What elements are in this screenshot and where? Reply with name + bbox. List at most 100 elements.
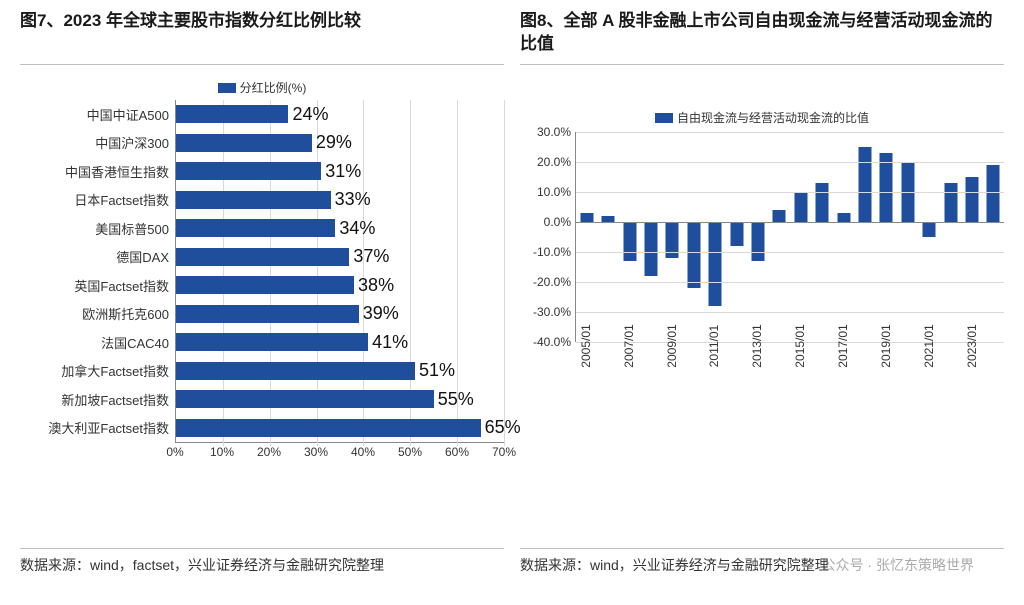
bar (176, 105, 288, 123)
bar-row: 38% (176, 271, 504, 300)
hbar-xaxis: 0%10%20%30%40%50%60%70% (175, 443, 504, 463)
bar (176, 191, 331, 209)
bar-value-label: 29% (316, 132, 352, 153)
bar (176, 362, 415, 380)
bar (176, 162, 321, 180)
bar-value-label: 38% (358, 275, 394, 296)
xaxis-tick: 2017/01 (836, 324, 850, 367)
bar-value-label: 51% (419, 360, 455, 381)
category-label: 德国DAX (20, 243, 175, 272)
legend-swatch-icon (218, 83, 236, 93)
col-plot-wrap: 30.0%20.0%10.0%0.0%-10.0%-20.0%-30.0%-40… (520, 132, 1004, 342)
bar-row: 39% (176, 300, 504, 329)
bar (176, 134, 312, 152)
left-legend-text: 分红比例(%) (240, 79, 307, 96)
xaxis-tick: 2009/01 (665, 324, 679, 367)
xaxis-tick: 2019/01 (879, 324, 893, 367)
category-label: 欧洲斯托克600 (20, 300, 175, 329)
bar-value-label: 39% (363, 303, 399, 324)
bar (176, 390, 434, 408)
bar (176, 248, 349, 266)
column-bar (751, 222, 764, 261)
xaxis-tick: 10% (210, 445, 234, 459)
bar-value-label: 41% (372, 332, 408, 353)
column-bar (644, 222, 657, 276)
legend-swatch-icon (655, 113, 673, 123)
grid-line (576, 132, 1004, 133)
bar-value-label: 55% (438, 389, 474, 410)
right-title-block: 图8、全部 A 股非金融上市公司自由现金流与经营活动现金流的比值 (520, 10, 1004, 58)
category-label: 法国CAC40 (20, 328, 175, 357)
yaxis-tick: -40.0% (533, 335, 571, 349)
grid-line (576, 282, 1004, 283)
hbar-category-labels: 中国中证A500中国沪深300中国香港恒生指数日本Factset指数美国标普50… (20, 100, 175, 443)
yaxis-tick: 0.0% (544, 215, 571, 229)
left-panel: 图7、2023 年全球主要股市指数分红比例比较 分红比例(%) 中国中证A500… (12, 10, 512, 595)
category-label: 新加坡Factset指数 (20, 385, 175, 414)
xaxis-tick: 20% (257, 445, 281, 459)
column-bar (773, 210, 786, 222)
bar (176, 333, 368, 351)
grid-line (576, 162, 1004, 163)
category-label: 加拿大Factset指数 (20, 357, 175, 386)
bar-row: 51% (176, 357, 504, 386)
xaxis-tick: 30% (304, 445, 328, 459)
xaxis-tick: 60% (445, 445, 469, 459)
column-bar (794, 192, 807, 222)
category-label: 英国Factset指数 (20, 271, 175, 300)
column-bar (580, 213, 593, 222)
bar-value-label: 65% (485, 417, 521, 438)
bar-row: 37% (176, 243, 504, 272)
bar (176, 219, 335, 237)
bar-row: 29% (176, 129, 504, 158)
category-label: 日本Factset指数 (20, 186, 175, 215)
right-legend: 自由现金流与经营活动现金流的比值 (520, 109, 1004, 126)
watermark-text: 公众号 · 张忆东策略世界 (822, 555, 974, 576)
yaxis-tick: -30.0% (533, 305, 571, 319)
yaxis-tick: 30.0% (537, 125, 571, 139)
xaxis-tick: 2013/01 (750, 324, 764, 367)
column-bar (944, 183, 957, 222)
bar-value-label: 24% (292, 104, 328, 125)
hbar-bars: 24%29%31%33%34%37%38%39%41%51%55%65% (176, 100, 504, 442)
left-legend: 分红比例(%) (20, 79, 504, 96)
bar (176, 305, 359, 323)
yaxis-tick: -20.0% (533, 275, 571, 289)
bar (176, 419, 481, 437)
xaxis-tick: 40% (351, 445, 375, 459)
xaxis-tick: 2015/01 (793, 324, 807, 367)
column-bar (687, 222, 700, 288)
column-bar (923, 222, 936, 237)
yaxis-tick: -10.0% (533, 245, 571, 259)
bar-value-label: 37% (353, 246, 389, 267)
xaxis-tick: 70% (492, 445, 516, 459)
column-bar (709, 222, 722, 306)
bar-row: 31% (176, 157, 504, 186)
column-bar (965, 177, 978, 222)
category-label: 中国中证A500 (20, 100, 175, 129)
right-title: 图8、全部 A 股非金融上市公司自由现金流与经营活动现金流的比值 (520, 10, 1004, 56)
column-bar (837, 213, 850, 222)
col-xaxis: 2005/012007/012009/012011/012013/012015/… (575, 342, 1004, 402)
right-legend-text: 自由现金流与经营活动现金流的比值 (677, 109, 869, 126)
right-source-text: 数据来源：wind，兴业证券经济与金融研究院整理 (520, 557, 829, 573)
left-title: 图7、2023 年全球主要股市指数分红比例比较 (20, 10, 504, 33)
bar (176, 276, 354, 294)
right-panel: 图8、全部 A 股非金融上市公司自由现金流与经营活动现金流的比值 自由现金流与经… (512, 10, 1012, 595)
right-title-rule (520, 64, 1004, 65)
left-chart: 分红比例(%) 中国中证A500中国沪深300中国香港恒生指数日本Factset… (20, 79, 504, 536)
grid-line (576, 252, 1004, 253)
bar-row: 34% (176, 214, 504, 243)
yaxis-tick: 10.0% (537, 185, 571, 199)
grid-line (576, 192, 1004, 193)
bar-row: 33% (176, 186, 504, 215)
bar-value-label: 34% (339, 218, 375, 239)
category-label: 中国香港恒生指数 (20, 157, 175, 186)
column-bar (880, 153, 893, 222)
xaxis-tick: 50% (398, 445, 422, 459)
bar-row: 41% (176, 328, 504, 357)
xaxis-tick: 2023/01 (965, 324, 979, 367)
column-bar (858, 147, 871, 222)
column-bar (623, 222, 636, 261)
left-title-rule (20, 64, 504, 65)
